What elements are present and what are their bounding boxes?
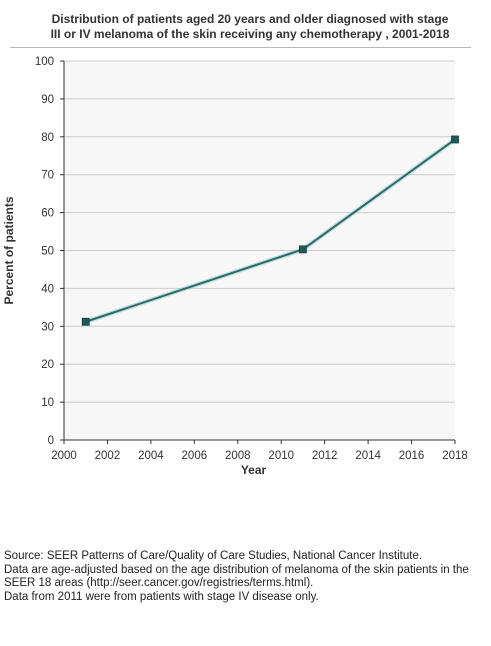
x-tick-label-2004: 2004 [138, 450, 164, 462]
y-tick-label-30: 30 [41, 321, 54, 333]
x-tick-label-2018: 2018 [442, 450, 468, 462]
source-notes: Source: SEER Patterns of Care/Quality of… [4, 550, 491, 604]
y-tick-label-50: 50 [41, 246, 54, 258]
x-tick-label-2016: 2016 [399, 450, 425, 462]
y-tick-label-90: 90 [41, 94, 54, 106]
footnote-2011-note: Data from 2011 were from patients with s… [4, 590, 319, 603]
chart-title-line-2: III or IV melanoma of the skin receiving… [50, 27, 450, 41]
y-tick-label-100: 100 [35, 56, 54, 68]
y-tick-label-60: 60 [41, 208, 54, 220]
line-chart: 0 10 20 30 40 50 60 70 80 90 100 2000 2002 2004 2006 20… [2, 56, 468, 477]
data-point-2011 [299, 245, 307, 254]
x-tick-label-2012: 2012 [312, 450, 338, 462]
chart-title: Distribution of patients aged 20 years a… [20, 12, 480, 42]
y-tick-label-0: 0 [48, 435, 54, 447]
y-tick-label-10: 10 [41, 397, 54, 409]
x-tick-label-2008: 2008 [225, 450, 251, 462]
data-point-2001 [81, 317, 90, 326]
y-tick-label-80: 80 [41, 132, 54, 144]
x-tick-label-2014: 2014 [355, 450, 381, 462]
footnote-source: Source: SEER Patterns of Care/Quality of… [4, 550, 423, 562]
x-tick-label-2002: 2002 [95, 450, 121, 462]
footnote-seer-areas: SEER 18 areas (http://seer.cancer.gov/re… [4, 577, 314, 589]
title-divider [10, 47, 471, 48]
y-tick-label-20: 20 [41, 359, 54, 371]
y-axis-label: Percent of patients [2, 196, 16, 304]
x-tick-label-2006: 2006 [182, 450, 208, 462]
y-tick-label-70: 70 [41, 170, 54, 182]
x-axis-label: Year [241, 463, 267, 477]
chart-title-line-1: Distribution of patients aged 20 years a… [51, 12, 449, 26]
data-point-2018 [451, 135, 459, 144]
footnote-age-adjusted: Data are age-adjusted based on the age d… [4, 563, 469, 576]
y-tick-label-40: 40 [41, 283, 54, 295]
x-tick-label-2010: 2010 [268, 450, 294, 462]
x-tick-label-2000: 2000 [51, 450, 77, 462]
